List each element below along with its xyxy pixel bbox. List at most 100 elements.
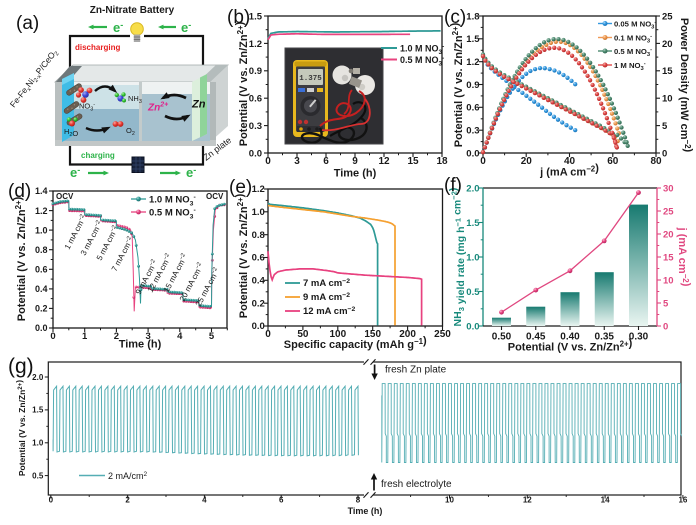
- svg-text:12: 12: [378, 156, 390, 167]
- svg-text:0: 0: [50, 331, 55, 342]
- svg-text:0.8: 0.8: [252, 230, 265, 241]
- svg-text:1.0: 1.0: [252, 207, 265, 218]
- svg-text:1.2: 1.2: [252, 184, 265, 195]
- svg-text:0.0: 0.0: [249, 148, 262, 159]
- svg-text:fresh Zn plate: fresh Zn plate: [385, 365, 447, 376]
- svg-text:15: 15: [662, 66, 673, 77]
- svg-text:NH3 yield rate (mg h−1 cm−2): NH3 yield rate (mg h−1 cm−2): [448, 188, 467, 327]
- svg-text:discharging: discharging: [75, 43, 120, 52]
- svg-text:5: 5: [209, 331, 215, 342]
- svg-text:0.6: 0.6: [249, 94, 262, 105]
- svg-text:2.0: 2.0: [32, 373, 44, 382]
- svg-text:4: 4: [202, 496, 207, 505]
- svg-text:1.5: 1.5: [466, 34, 480, 45]
- svg-text:4: 4: [177, 331, 183, 342]
- svg-text:15: 15: [663, 252, 674, 263]
- svg-text:1 M NO3-: 1 M NO3-: [614, 61, 646, 72]
- svg-text:0.5 M NO3-: 0.5 M NO3-: [614, 47, 652, 58]
- svg-text:0.6: 0.6: [466, 103, 479, 114]
- svg-text:18: 18: [436, 156, 448, 167]
- svg-text:0.5: 0.5: [466, 287, 480, 298]
- svg-text:20: 20: [662, 39, 673, 50]
- svg-text:1: 1: [82, 331, 88, 342]
- svg-text:9 mA cm−2: 9 mA cm−2: [303, 292, 350, 303]
- svg-text:0: 0: [265, 156, 271, 167]
- svg-text:0.0: 0.0: [252, 321, 265, 332]
- svg-text:2.0: 2.0: [466, 183, 479, 194]
- svg-text:3: 3: [145, 331, 150, 342]
- svg-text:80: 80: [650, 156, 662, 167]
- svg-text:O2: O2: [126, 126, 135, 137]
- svg-text:(a): (a): [16, 13, 39, 34]
- svg-text:OCV: OCV: [56, 192, 74, 201]
- svg-text:Potential (V vs. Zn/Zn2+): Potential (V vs. Zn/Zn2+): [508, 338, 633, 354]
- svg-text:0.6: 0.6: [35, 264, 48, 274]
- svg-text:40: 40: [564, 156, 576, 167]
- svg-text:0.0: 0.0: [466, 148, 479, 159]
- svg-text:0.9: 0.9: [249, 66, 262, 77]
- svg-text:5: 5: [663, 298, 669, 309]
- svg-text:Potential (V vs. Zn/Zn2+): Potential (V vs. Zn/Zn2+): [12, 196, 28, 321]
- svg-text:1.2: 1.2: [35, 206, 48, 216]
- svg-text:Power Density (mW cm−2): Power Density (mW cm−2): [678, 18, 694, 153]
- svg-text:7 mA cm−2: 7 mA cm−2: [303, 278, 350, 289]
- svg-text:0.3: 0.3: [249, 121, 262, 132]
- svg-text:Zn: Zn: [191, 99, 206, 111]
- svg-text:10: 10: [662, 94, 673, 105]
- svg-text:0.05 M NO3-: 0.05 M NO3-: [614, 19, 656, 30]
- svg-text:2: 2: [114, 331, 119, 342]
- svg-text:NH3: NH3: [128, 94, 142, 105]
- svg-text:50: 50: [297, 329, 309, 340]
- svg-text:Time (h): Time (h): [119, 339, 162, 351]
- svg-text:20: 20: [521, 156, 533, 167]
- svg-text:100: 100: [329, 329, 346, 340]
- svg-text:0.0: 0.0: [466, 321, 479, 332]
- svg-text:0: 0: [49, 496, 54, 505]
- svg-text:j (mA cm−2): j (mA cm−2): [676, 227, 692, 287]
- svg-text:0.50: 0.50: [492, 332, 512, 343]
- svg-text:(f): (f): [444, 175, 462, 196]
- svg-text:0.9: 0.9: [466, 80, 479, 91]
- svg-text:1.0 M NO3-: 1.0 M NO3-: [400, 43, 444, 56]
- svg-text:0.30: 0.30: [629, 332, 649, 343]
- svg-text:0.35: 0.35: [595, 332, 615, 343]
- svg-text:9: 9: [352, 156, 358, 167]
- svg-text:12: 12: [523, 496, 532, 505]
- svg-text:fresh electrolyte: fresh electrolyte: [381, 479, 452, 490]
- svg-text:0.5 M NO3-: 0.5 M NO3-: [149, 207, 196, 220]
- svg-text:0: 0: [663, 321, 668, 332]
- svg-text:1.2: 1.2: [466, 57, 479, 68]
- svg-text:6: 6: [323, 156, 329, 167]
- svg-text:0.6: 0.6: [252, 253, 265, 264]
- svg-text:60: 60: [607, 156, 619, 167]
- svg-text:Potential (V vs. Zn/Zn2+): Potential (V vs. Zn/Zn2+): [234, 21, 250, 146]
- svg-text:0.3: 0.3: [466, 126, 479, 137]
- svg-text:j (mA cm−2): j (mA cm−2): [539, 163, 599, 179]
- svg-text:250: 250: [434, 329, 451, 340]
- svg-text:0.2: 0.2: [252, 298, 265, 309]
- svg-text:e-: e-: [70, 165, 80, 180]
- svg-text:150: 150: [364, 329, 381, 340]
- svg-text:1.0: 1.0: [35, 225, 48, 235]
- svg-text:Zn-Nitrate Battery: Zn-Nitrate Battery: [90, 5, 175, 16]
- svg-text:12 mA cm−2: 12 mA cm−2: [303, 306, 356, 317]
- svg-text:0.5 M NO3-: 0.5 M NO3-: [400, 55, 444, 68]
- svg-text:0.8: 0.8: [35, 245, 48, 255]
- svg-text:0.2: 0.2: [35, 304, 48, 314]
- svg-text:NO3-: NO3-: [79, 102, 95, 113]
- svg-text:1.4: 1.4: [35, 186, 48, 196]
- svg-text:1.0 M NO3-: 1.0 M NO3-: [149, 194, 196, 207]
- svg-text:1.5: 1.5: [249, 11, 263, 22]
- svg-text:(c): (c): [444, 7, 466, 28]
- svg-text:1.2: 1.2: [249, 39, 262, 50]
- svg-text:5: 5: [662, 121, 668, 132]
- svg-text:1.0: 1.0: [466, 252, 479, 263]
- svg-text:charging: charging: [81, 151, 115, 160]
- svg-text:0.4: 0.4: [35, 284, 48, 294]
- svg-text:0: 0: [265, 329, 271, 340]
- svg-text:6: 6: [279, 496, 284, 505]
- svg-text:10: 10: [445, 496, 454, 505]
- svg-text:0: 0: [662, 148, 667, 159]
- svg-text:30: 30: [663, 183, 674, 194]
- svg-text:200: 200: [399, 329, 416, 340]
